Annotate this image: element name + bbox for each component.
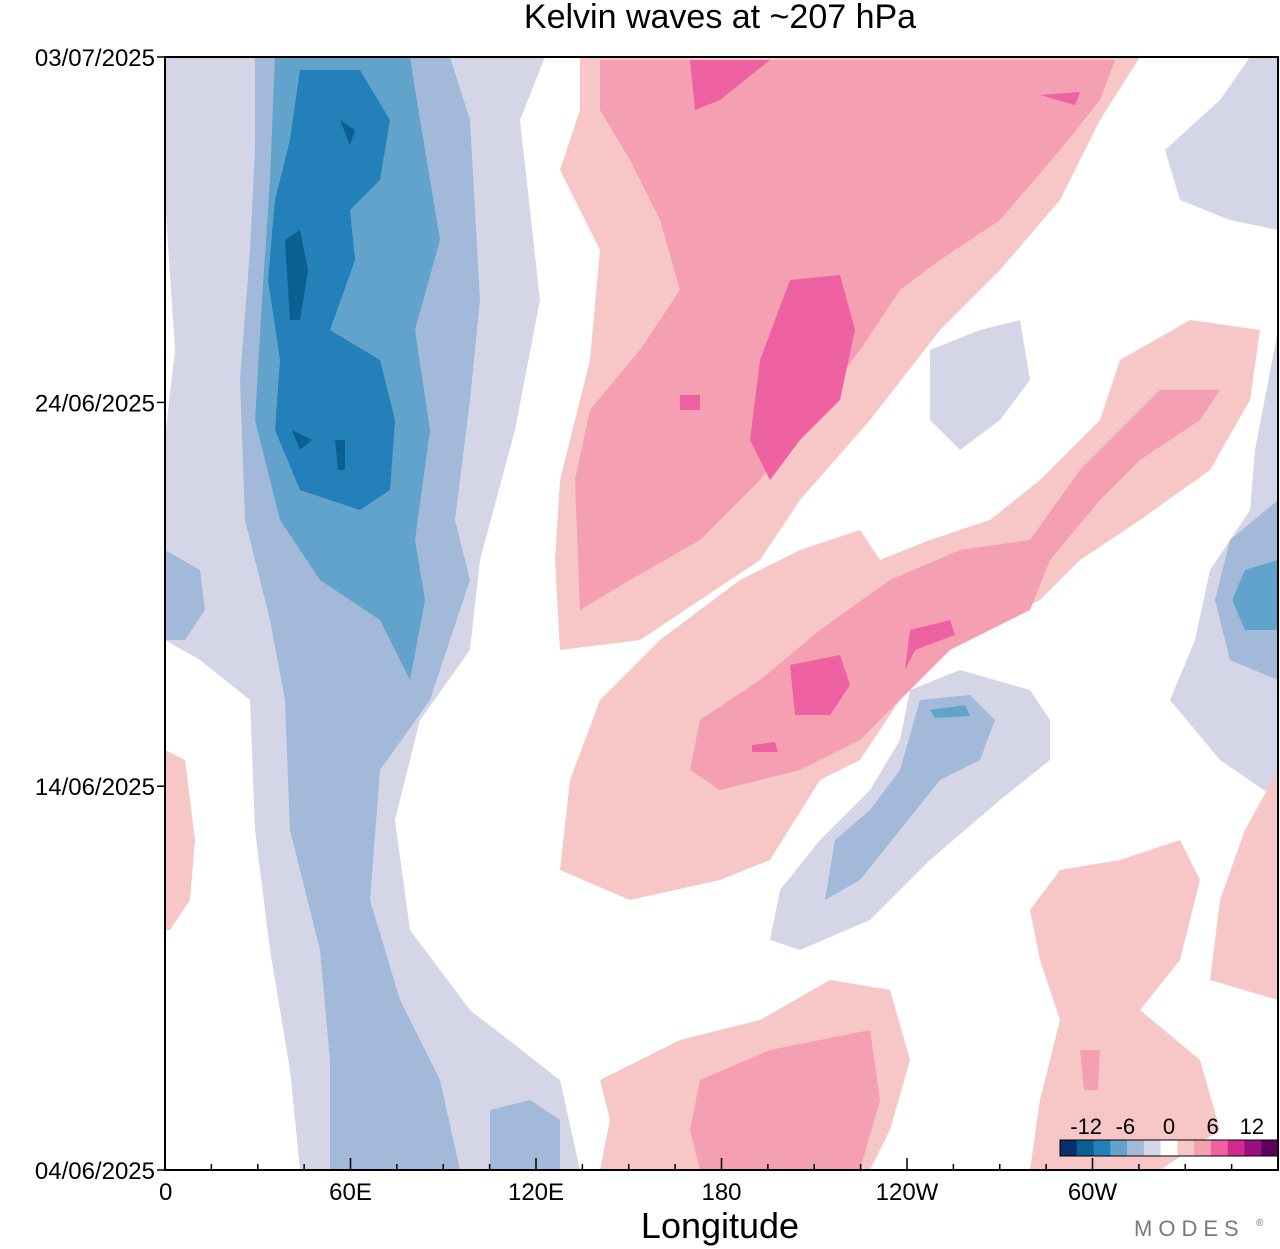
colorbar-tick-label: -6 [1116, 1114, 1136, 1139]
colorbar-tick-label: 12 [1240, 1114, 1264, 1139]
contour-neg-far-east-3 [1232, 560, 1278, 630]
contour-field [165, 57, 1278, 1170]
contour-neg-east-2 [825, 695, 995, 900]
y-axis: 04/06/2025 14/06/2025 24/06/2025 03/07/2025 [35, 45, 165, 1185]
colorbar-tick-label: 0 [1163, 1114, 1175, 1139]
colorbar-frame [1059, 1139, 1279, 1157]
x-axis-label: Longitude [641, 1205, 799, 1246]
modes-watermark: MODES [1134, 1216, 1245, 1241]
colorbar-swatch [1261, 1140, 1279, 1156]
contour-neg-small-east [930, 320, 1030, 450]
contour-pos-main-3 [680, 60, 1080, 480]
colorbar-swatch [1160, 1140, 1178, 1156]
registered-mark: ® [1256, 1218, 1264, 1229]
colorbar-swatch [1177, 1140, 1195, 1156]
colorbar-swatch [1110, 1140, 1128, 1156]
contour-neg-west-5 [285, 120, 355, 470]
contour-pos-lower-3 [752, 620, 955, 752]
contour-pos-se-2 [1080, 1050, 1100, 1090]
colorbar-swatch [1093, 1140, 1111, 1156]
contour-neg-east-3 [930, 705, 970, 718]
colorbar-swatch [1227, 1140, 1245, 1156]
contour-neg-small-south [340, 1100, 560, 1170]
x-axis: 0 60E 120E 180 120W 60W [159, 1158, 1279, 1206]
x-tick-label: 60W [1068, 1179, 1118, 1206]
contour-neg-sw [165, 550, 205, 640]
y-tick-label: 24/06/2025 [35, 390, 155, 417]
y-tick-label: 03/07/2025 [35, 45, 155, 72]
y-tick-label: 04/06/2025 [35, 1158, 155, 1185]
x-tick-label: 0 [159, 1179, 172, 1206]
colorbar-swatch [1127, 1140, 1145, 1156]
contour-neg-west-4 [268, 70, 395, 510]
colorbar-swatch [1060, 1140, 1078, 1156]
x-tick-label: 180 [701, 1179, 741, 1206]
y-tick-label: 14/06/2025 [35, 774, 155, 801]
colorbar-swatch [1210, 1140, 1229, 1156]
x-tick-label: 60E [329, 1179, 372, 1206]
chart-title: Kelvin waves at ~207 hPa [524, 0, 916, 36]
contour-pos-west-edge [165, 750, 195, 930]
colorbar-tick-label: 6 [1206, 1114, 1218, 1139]
colorbar: -12 -6 0 6 12 [1059, 1114, 1279, 1157]
colorbar-swatch [1194, 1140, 1212, 1156]
colorbar-swatch [1076, 1140, 1095, 1156]
colorbar-tick-label: -12 [1070, 1114, 1102, 1139]
x-tick-label: 120W [876, 1179, 939, 1206]
colorbar-swatch [1143, 1140, 1162, 1156]
contour-pos-south-2 [690, 1030, 880, 1170]
x-tick-label: 120E [508, 1179, 564, 1206]
colorbar-swatch [1244, 1140, 1262, 1156]
